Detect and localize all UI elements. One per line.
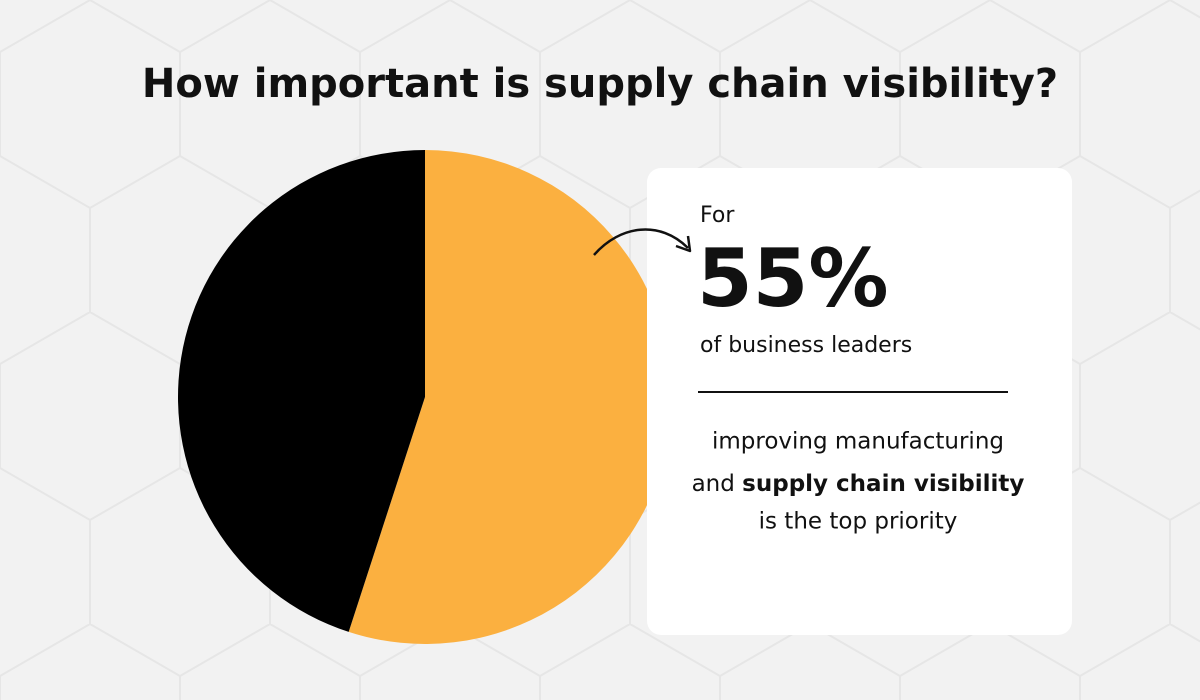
pie	[178, 149, 673, 644]
note-line: is the top priority	[759, 509, 958, 535]
value-label: 55%	[697, 232, 888, 325]
note-plain: and	[692, 471, 735, 497]
note-bold: supply chain visibility	[742, 471, 1024, 497]
pie-slice	[348, 150, 673, 644]
pie-slice	[178, 149, 425, 632]
callout-card	[647, 168, 1072, 635]
chart-title: How important is supply chain visibility…	[142, 61, 1058, 107]
arrow-head	[675, 235, 692, 253]
arrow	[593, 228, 689, 256]
callout-after: of business leaders	[700, 333, 912, 358]
note-line: improving manufacturing	[712, 429, 1004, 455]
callout-before: For	[700, 203, 735, 228]
note-line: and supply chain visibility	[692, 471, 1025, 497]
